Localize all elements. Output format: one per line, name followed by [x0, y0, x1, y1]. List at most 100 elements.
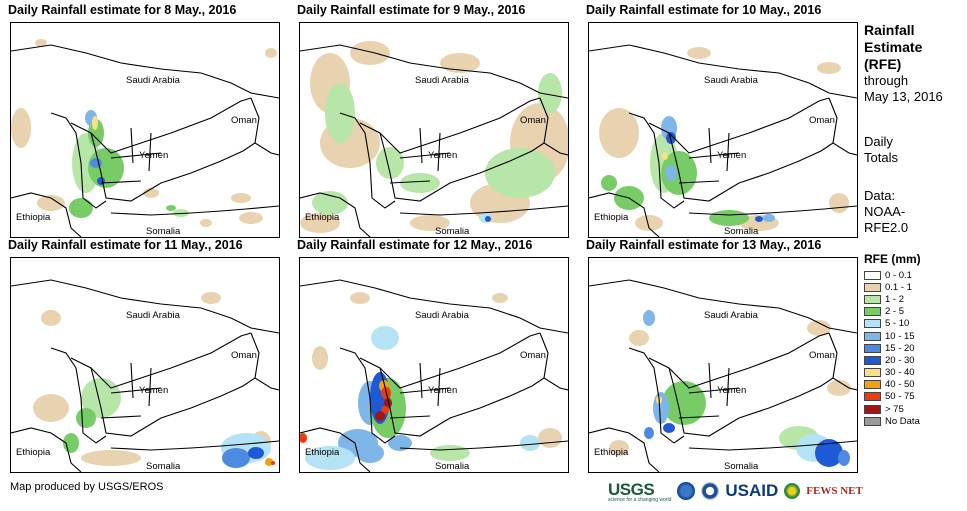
- usaid-wordmark: USAID: [725, 481, 779, 500]
- rainfall-area: [538, 428, 562, 448]
- rainfall-area: [376, 147, 404, 179]
- border-line: [668, 367, 834, 437]
- rainfall-area: [69, 198, 93, 218]
- usgs-wordmark: USGS: [608, 479, 655, 499]
- rainfall-area: [520, 435, 540, 451]
- data-label: Data:: [864, 188, 896, 203]
- legend-swatch: [864, 404, 881, 414]
- legend-item: 2 - 5: [864, 306, 921, 318]
- border-line: [589, 427, 660, 472]
- border-line: [339, 347, 396, 444]
- legend-item: 30 - 40: [864, 367, 921, 379]
- rainfall-area: [485, 216, 491, 222]
- rainfall-area: [599, 108, 639, 158]
- legend-label: 15 - 20: [885, 342, 915, 354]
- through-label: through: [864, 73, 909, 88]
- legend-item: 5 - 10: [864, 318, 921, 330]
- panel-title: Daily Rainfall estimate for 11 May., 201…: [8, 238, 243, 252]
- rainfall-area: [222, 448, 250, 468]
- border-line: [379, 132, 545, 202]
- rainfall-area: [271, 461, 275, 465]
- rainfall-map: Saudi Arabia Oman Yemen Ethiopia Somalia: [10, 257, 280, 473]
- legend-item: 50 - 75: [864, 391, 921, 403]
- source-line1: NOAA-: [864, 204, 906, 219]
- country-label-yemen: Yemen: [717, 150, 746, 161]
- border-line: [11, 279, 279, 334]
- country-label-saudi: Saudi Arabia: [415, 310, 470, 321]
- border-line: [648, 332, 830, 389]
- rfe-title-3: (RFE): [864, 56, 902, 72]
- rainfall-area: [35, 39, 47, 47]
- country-label-oman: Oman: [809, 350, 835, 361]
- border-line: [539, 332, 568, 391]
- legend-swatch: [864, 282, 881, 292]
- rainfall-panel: Daily Rainfall estimate for 11 May., 201…: [8, 238, 288, 473]
- rainfall-area: [200, 219, 212, 227]
- border-line: [70, 97, 252, 154]
- border-line: [678, 362, 740, 419]
- legend-item: 0 - 0.1: [864, 269, 921, 281]
- legend-label: 30 - 40: [885, 367, 915, 379]
- border-line: [300, 427, 371, 472]
- side-data-source: Data: NOAA- RFE2.0: [864, 188, 908, 236]
- border-line: [250, 332, 279, 391]
- country-label-oman: Oman: [231, 350, 257, 361]
- rainfall-area: [538, 73, 562, 113]
- border-line: [668, 132, 834, 202]
- border-line: [589, 279, 857, 334]
- border-line: [678, 127, 740, 184]
- border-line: [11, 44, 279, 99]
- rainfall-area: [388, 435, 412, 451]
- usgs-logo: USGS science for a changing world: [608, 480, 671, 503]
- rainfall-area: [76, 408, 96, 428]
- rainfall-area: [687, 47, 711, 59]
- rainfall-area: [375, 411, 385, 421]
- rainfall-map: Saudi Arabia Oman Yemen Ethiopia Somalia: [588, 257, 858, 473]
- rainfall-area: [609, 440, 629, 456]
- legend-swatch: [864, 416, 881, 426]
- map-credit: Map produced by USGS/EROS: [10, 481, 164, 493]
- country-label-somalia: Somalia: [146, 461, 181, 472]
- border-line: [589, 44, 857, 99]
- country-label-yemen: Yemen: [428, 150, 457, 161]
- legend-swatch: [864, 368, 881, 378]
- border-line: [389, 127, 451, 184]
- rainfall-area: [829, 193, 849, 213]
- legend-label: 0.1 - 1: [885, 281, 912, 293]
- country-label-somalia: Somalia: [724, 461, 759, 472]
- rainfall-area: [350, 292, 370, 304]
- rainfall-panel: Daily Rainfall estimate for 9 May., 2016…: [297, 3, 577, 238]
- rainfall-area: [662, 152, 668, 160]
- legend-item: 10 - 15: [864, 330, 921, 342]
- legend-item: 0.1 - 1: [864, 281, 921, 293]
- border-line: [300, 279, 568, 334]
- legend-item: 20 - 30: [864, 354, 921, 366]
- country-label-ethiopia: Ethiopia: [16, 447, 51, 458]
- rainfall-area: [662, 381, 706, 425]
- rainfall-area: [265, 48, 277, 58]
- rfe-title-1: Rainfall: [864, 22, 915, 38]
- country-label-somalia: Somalia: [435, 461, 470, 472]
- rainfall-area: [666, 132, 676, 144]
- rainfall-area: [37, 195, 65, 211]
- legend-label: 20 - 30: [885, 354, 915, 366]
- border-line: [90, 132, 256, 202]
- rainfall-area: [166, 205, 176, 211]
- border-line: [110, 205, 279, 216]
- rainfall-area: [81, 450, 141, 466]
- rainfall-area: [239, 212, 263, 224]
- country-label-oman: Oman: [231, 115, 257, 126]
- rainfall-area: [143, 188, 159, 198]
- border-line: [11, 427, 82, 472]
- rainfall-area: [312, 346, 328, 370]
- border-line: [90, 367, 256, 437]
- rainfall-area: [312, 191, 348, 215]
- country-label-yemen: Yemen: [428, 385, 457, 396]
- legend-label: 2 - 5: [885, 306, 905, 318]
- border-line: [339, 112, 396, 209]
- rainfall-area: [601, 175, 617, 191]
- rainfall-area: [305, 446, 355, 470]
- legend-swatch: [864, 343, 881, 353]
- legend-swatch: [864, 392, 881, 402]
- country-label-saudi: Saudi Arabia: [704, 75, 759, 86]
